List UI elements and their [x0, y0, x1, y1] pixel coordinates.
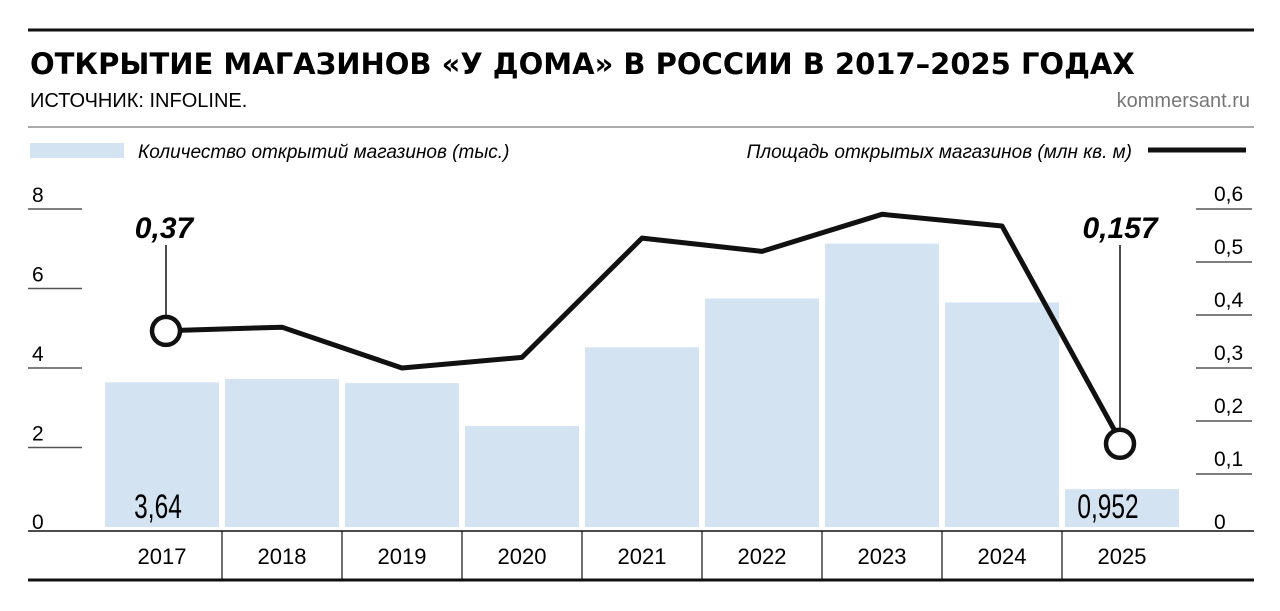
line-last-label: 0,157	[1082, 212, 1158, 245]
bar-2024	[945, 302, 1059, 527]
bar-2023	[825, 243, 939, 527]
bar-2021	[585, 347, 699, 527]
source-label: ИСТОЧНИК: INFOLINE.	[30, 90, 247, 112]
x-tick-label: 2024	[978, 544, 1027, 569]
right-tick-label: 0,2	[1214, 395, 1243, 418]
line-first-label: 0,37	[135, 212, 195, 245]
left-tick-label: 0	[32, 511, 44, 534]
legend-line-label: Площадь открытых магазинов (млн кв. м)	[747, 142, 1132, 163]
bar-first-label: 3,64	[134, 488, 182, 526]
right-tick-label: 0,3	[1214, 342, 1243, 365]
x-tick-label: 2019	[378, 544, 427, 569]
left-tick-label: 2	[32, 423, 44, 446]
right-tick-label: 0,6	[1214, 183, 1243, 206]
bar-last-label: 0,952	[1077, 488, 1138, 526]
bar-2017	[105, 382, 219, 527]
x-tick-label: 2025	[1098, 544, 1147, 569]
left-tick-label: 6	[32, 264, 44, 287]
right-tick-label: 0,5	[1214, 236, 1243, 259]
marker-first	[149, 314, 183, 348]
bar-2018	[225, 379, 339, 527]
area-line	[161, 211, 1125, 445]
x-tick-label: 2017	[138, 544, 187, 569]
bar-2022	[705, 298, 819, 527]
chart-title: ОТКРЫТИЕ МАГАЗИНОВ «У ДОМА» В РОССИИ В 2…	[30, 47, 1135, 81]
x-tick-label: 2018	[258, 544, 307, 569]
x-tick-label: 2023	[858, 544, 907, 569]
bar-2020	[465, 426, 579, 527]
bar-2019	[345, 383, 459, 527]
marker-last	[1103, 427, 1137, 461]
right-tick-label: 0	[1214, 511, 1226, 534]
x-tick-label: 2020	[498, 544, 547, 569]
brand-label: kommersant.ru	[1117, 90, 1250, 112]
right-tick-label: 0,1	[1214, 448, 1243, 471]
bar-2025	[1065, 489, 1179, 527]
legend-bar-label: Количество открытий магазинов (тыс.)	[138, 142, 509, 163]
left-tick-label: 8	[32, 184, 44, 207]
x-tick-label: 2021	[618, 544, 667, 569]
x-tick-label: 2022	[738, 544, 787, 569]
right-tick-label: 0,4	[1214, 289, 1244, 312]
legend-bar-swatch	[30, 143, 124, 158]
left-tick-label: 4	[32, 343, 44, 366]
